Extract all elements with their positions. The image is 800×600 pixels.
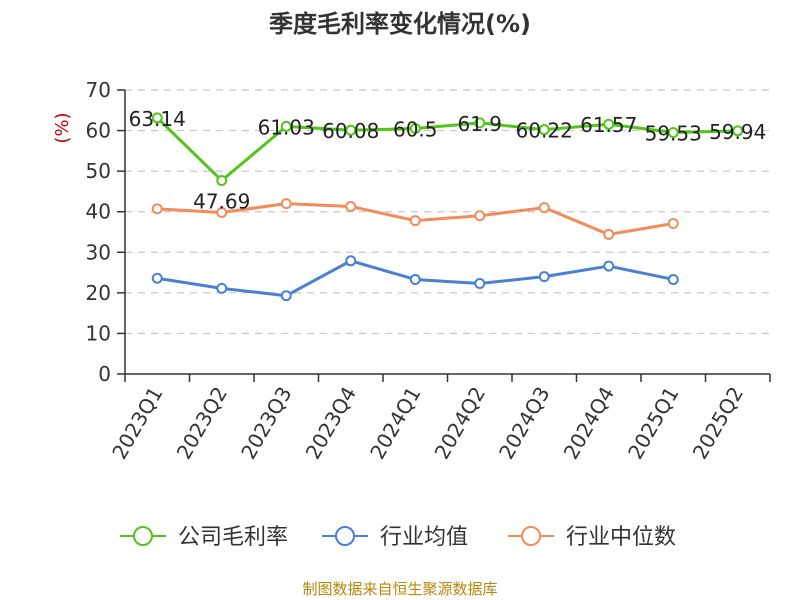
data-point [538, 124, 550, 136]
data-point [603, 118, 615, 130]
source-note: 制图数据来自恒生聚源数据库 [302, 580, 497, 598]
data-point [216, 207, 228, 219]
data-point [409, 215, 421, 227]
data-point [345, 255, 357, 267]
x-tick-label: 2025Q1 [623, 383, 683, 464]
data-label: 61.03 [258, 115, 315, 139]
data-point [732, 125, 744, 137]
x-tick-label: 2025Q2 [688, 383, 748, 464]
data-point [603, 260, 615, 272]
data-point [667, 126, 679, 138]
y-axis-unit-label: (%) [52, 112, 73, 143]
data-point [151, 203, 163, 215]
data-point [151, 112, 163, 124]
x-tick-label: 2023Q2 [172, 383, 232, 464]
chart-title: 季度毛利率变化情况(%) [269, 10, 531, 38]
y-tick-label: 30 [86, 240, 111, 264]
x-tick-label: 2023Q3 [236, 383, 296, 464]
legend-label: 行业均值 [380, 525, 468, 550]
data-point [409, 123, 421, 135]
x-tick-label: 2024Q2 [430, 383, 490, 464]
data-point [474, 210, 486, 222]
data-point [538, 271, 550, 283]
legend: 公司毛利率 行业均值 行业中位数 [120, 525, 676, 550]
series-1 [151, 255, 679, 302]
data-point [667, 273, 679, 285]
x-tick-label: 2024Q1 [365, 383, 425, 464]
data-label: 63.14 [129, 107, 186, 131]
legend-item-1: 行业均值 [322, 525, 468, 550]
legend-item-2: 行业中位数 [508, 525, 676, 550]
data-label: 60.08 [322, 119, 379, 143]
data-label: 60.5 [393, 118, 438, 142]
data-point [280, 120, 292, 132]
data-labels: 63.14 47.69 61.03 60.08 60.5 61.9 60.22 61.57 59… [129, 107, 767, 214]
data-point [345, 200, 357, 212]
data-point [280, 290, 292, 302]
data-label: 59.94 [709, 120, 766, 144]
data-label: 59.53 [645, 121, 702, 145]
data-point [216, 282, 228, 294]
legend-marker [133, 526, 153, 546]
y-tick-label: 0 [98, 362, 111, 386]
x-tick-label: 2024Q3 [494, 383, 554, 464]
y-tick-label: 40 [86, 200, 111, 224]
x-tick-label: 2023Q1 [107, 383, 167, 464]
legend-item-0: 公司毛利率 [120, 525, 288, 550]
series-0 [151, 112, 744, 187]
data-point [409, 273, 421, 285]
y-tick-label: 20 [86, 281, 111, 305]
data-point [667, 217, 679, 229]
legend-label: 行业中位数 [566, 525, 676, 550]
y-tick-label: 10 [86, 321, 111, 345]
series-line [156, 116, 738, 183]
data-point [345, 124, 357, 136]
legend-label: 公司毛利率 [178, 525, 288, 550]
x-tick-label: 2023Q4 [301, 383, 361, 464]
legend-marker [521, 526, 541, 546]
data-point [151, 272, 163, 284]
data-point [603, 228, 615, 240]
series-2 [151, 198, 679, 240]
data-point [474, 278, 486, 290]
data-point [538, 202, 550, 214]
y-tick-label: 60 [86, 119, 111, 143]
data-label: 60.22 [516, 119, 573, 143]
data-label: 61.57 [580, 113, 637, 137]
data-label: 47.69 [193, 190, 250, 214]
x-tick-label: 2024Q4 [559, 383, 619, 464]
series-layer [151, 112, 744, 302]
data-point [216, 175, 228, 187]
legend-marker [335, 526, 355, 546]
data-point [474, 117, 486, 129]
y-tick-label: 70 [86, 78, 111, 102]
y-tick-label: 50 [86, 159, 111, 183]
data-point [280, 198, 292, 210]
data-label: 61.9 [457, 112, 502, 136]
